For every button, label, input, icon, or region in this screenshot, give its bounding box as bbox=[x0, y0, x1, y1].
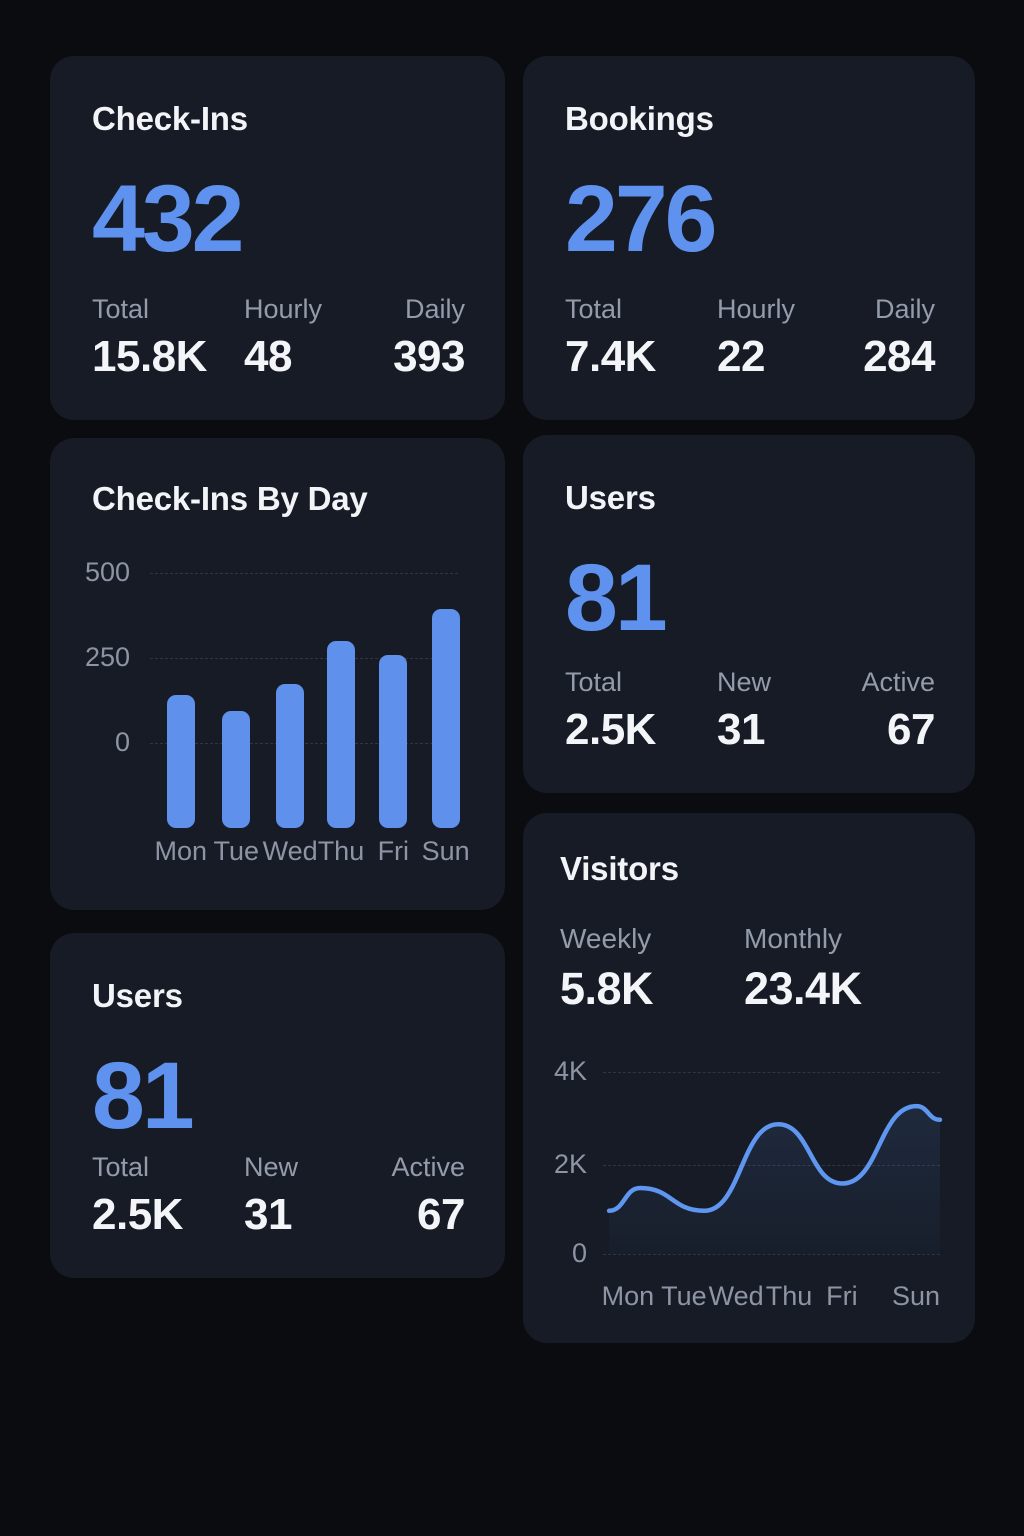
stat-label: Total bbox=[92, 1151, 150, 1182]
stat-label: New bbox=[717, 666, 772, 697]
check-ins-stats: Total 15.8K Hourly 48 Daily 393 bbox=[92, 294, 465, 380]
x-label-tue: Tue bbox=[213, 836, 259, 866]
stat-value: 5.8K bbox=[560, 963, 654, 1015]
check-ins-card: Check-Ins 432 Total 15.8K Hourly 48 Dail… bbox=[50, 56, 505, 420]
users-card-bottom: Users 81 Total 2.5K New 31 Active 67 bbox=[50, 933, 505, 1278]
stat-label: New bbox=[244, 1151, 299, 1182]
stat-weekly: Weekly 5.8K bbox=[560, 923, 744, 1012]
y-tick-label: 250 bbox=[84, 642, 130, 672]
stat-value: 31 bbox=[244, 1189, 292, 1239]
gridline bbox=[603, 1254, 940, 1255]
stat-value: 2.5K bbox=[565, 704, 656, 754]
stat-hourly: Hourly 22 bbox=[717, 294, 863, 380]
stat-total: Total 2.5K bbox=[565, 667, 717, 753]
y-tick-label: 4K bbox=[553, 1056, 587, 1086]
visitors-card: Visitors Weekly 5.8K Monthly 23.4K 4K 2K 0… bbox=[523, 813, 975, 1343]
bar-mon bbox=[166, 695, 195, 828]
stat-label: Total bbox=[565, 293, 623, 324]
stat-hourly: Hourly 48 bbox=[244, 294, 393, 380]
users-big-value: 81 bbox=[565, 544, 668, 651]
stat-value: 31 bbox=[717, 704, 765, 754]
stat-total: Total 15.8K bbox=[92, 294, 244, 380]
stat-new: New 31 bbox=[244, 1152, 391, 1238]
gridline bbox=[150, 573, 458, 574]
users-stats: Total 2.5K New 31 Active 67 bbox=[565, 667, 935, 753]
check-ins-by-day-chart: 500 250 0 Mon Tue Wed Thu Fri Sun bbox=[50, 438, 505, 910]
visitors-area-fill bbox=[609, 1106, 940, 1254]
stat-monthly: Monthly 23.4K bbox=[744, 923, 862, 1012]
bookings-card: Bookings 276 Total 7.4K Hourly 22 Daily … bbox=[523, 56, 975, 420]
bookings-big-value: 276 bbox=[565, 165, 718, 272]
stat-value: 22 bbox=[717, 331, 765, 381]
stat-label: Hourly bbox=[244, 293, 323, 324]
bar-wed bbox=[276, 683, 305, 828]
stat-value: 48 bbox=[244, 331, 292, 381]
x-label-wed: Wed bbox=[262, 836, 318, 866]
x-label-mon: Mon bbox=[154, 836, 208, 866]
stat-total: Total 2.5K bbox=[92, 1152, 244, 1238]
stat-label: Daily bbox=[404, 293, 465, 324]
stat-active: Active 67 bbox=[861, 667, 935, 753]
visitors-line-svg bbox=[606, 1103, 943, 1254]
users-card-top: Users 81 Total 2.5K New 31 Active 67 bbox=[523, 435, 975, 793]
stat-label: Weekly bbox=[560, 923, 652, 954]
stat-value: 284 bbox=[863, 331, 935, 381]
users-stats: Total 2.5K New 31 Active 67 bbox=[92, 1152, 465, 1238]
y-tick-label: 0 bbox=[114, 727, 130, 757]
x-label-tue: Tue bbox=[661, 1281, 707, 1311]
stat-value: 67 bbox=[417, 1189, 465, 1239]
stat-value: 67 bbox=[887, 704, 935, 754]
check-ins-big-value: 432 bbox=[92, 165, 245, 272]
stat-label: Total bbox=[565, 666, 623, 697]
stat-value: 15.8K bbox=[92, 331, 207, 381]
users-big-value: 81 bbox=[92, 1042, 195, 1149]
bar-sun bbox=[431, 608, 460, 828]
check-ins-by-day-title: Check-Ins By Day bbox=[92, 480, 368, 517]
users-title: Users bbox=[565, 479, 656, 516]
check-ins-title: Check-Ins bbox=[92, 100, 248, 137]
stat-daily: Daily 393 bbox=[393, 294, 465, 380]
stat-active: Active 67 bbox=[391, 1152, 465, 1238]
bookings-stats: Total 7.4K Hourly 22 Daily 284 bbox=[565, 294, 935, 380]
stat-new: New 31 bbox=[717, 667, 861, 753]
x-label-sun: Sun bbox=[892, 1281, 941, 1311]
y-tick-label: 2K bbox=[553, 1149, 587, 1179]
x-label-wed: Wed bbox=[708, 1281, 764, 1311]
x-label-thu: Thu bbox=[317, 836, 365, 866]
gridline bbox=[603, 1072, 940, 1073]
check-ins-by-day-card: Check-Ins By Day 500 250 0 Mon Tue Wed Thu Fri S… bbox=[50, 438, 505, 910]
stat-value: 7.4K bbox=[565, 331, 656, 381]
stat-label: Active bbox=[861, 666, 935, 697]
visitors-line-path bbox=[606, 1103, 943, 1214]
stat-value: 23.4K bbox=[744, 963, 862, 1015]
bar-thu bbox=[326, 641, 355, 828]
y-tick-label: 0 bbox=[571, 1238, 587, 1268]
stat-label: Daily bbox=[874, 293, 935, 324]
x-label-sun: Sun bbox=[421, 836, 470, 866]
stat-label: Hourly bbox=[717, 293, 796, 324]
x-label-thu: Thu bbox=[765, 1281, 813, 1311]
stat-daily: Daily 284 bbox=[863, 294, 935, 380]
stat-value: 2.5K bbox=[92, 1189, 183, 1239]
x-label-fri: Fri bbox=[826, 1281, 858, 1311]
bookings-title: Bookings bbox=[565, 100, 714, 137]
stat-label: Monthly bbox=[744, 923, 843, 954]
x-label-fri: Fri bbox=[377, 836, 410, 866]
visitors-stats: Weekly 5.8K Monthly 23.4K bbox=[560, 923, 862, 1012]
bar-fri bbox=[379, 654, 408, 828]
stat-label: Total bbox=[92, 293, 150, 324]
x-label-mon: Mon bbox=[601, 1281, 655, 1311]
visitors-title: Visitors bbox=[560, 850, 679, 887]
stat-value: 393 bbox=[393, 331, 465, 381]
gridline bbox=[150, 658, 458, 659]
bar-tue bbox=[222, 710, 251, 828]
stat-total: Total 7.4K bbox=[565, 294, 717, 380]
visitors-line-chart: 4K 2K 0 Mon Tue Wed Thu Fri Sun bbox=[523, 813, 975, 1343]
stat-label: Active bbox=[391, 1151, 465, 1182]
y-tick-label: 500 bbox=[84, 557, 130, 587]
users-title: Users bbox=[92, 977, 183, 1014]
